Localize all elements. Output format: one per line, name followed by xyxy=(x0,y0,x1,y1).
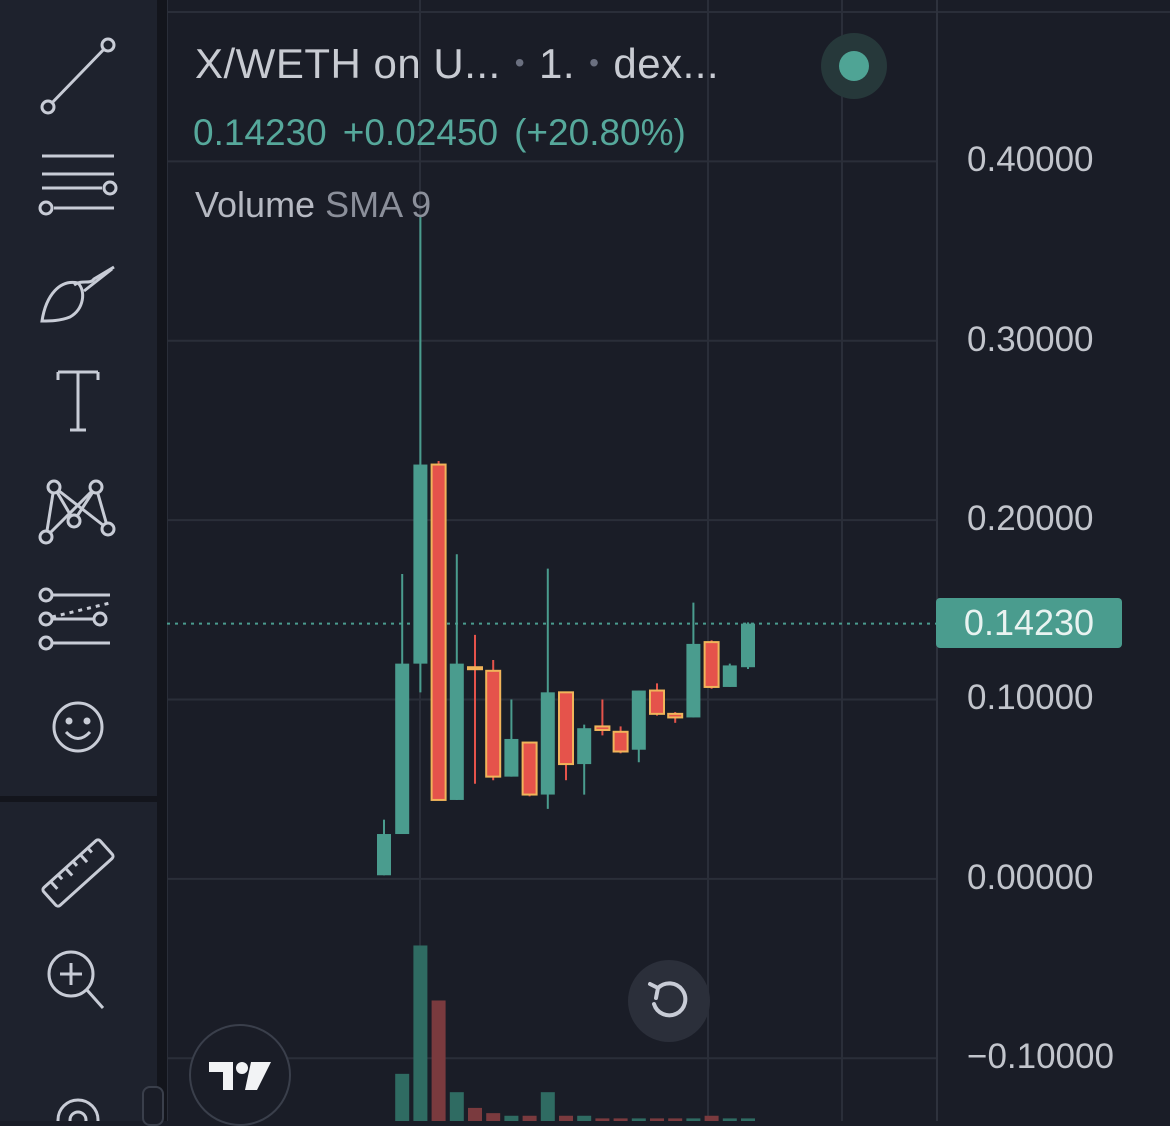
volume-bar xyxy=(431,1000,446,1121)
candle-body xyxy=(631,690,646,750)
volume-bar xyxy=(668,1118,683,1121)
volume-bar xyxy=(650,1118,664,1121)
ruler-tool[interactable] xyxy=(28,828,128,918)
pattern-tool[interactable] xyxy=(28,465,128,555)
volume-bar xyxy=(413,945,428,1121)
candle-body xyxy=(540,692,555,795)
market-status-indicator[interactable] xyxy=(821,33,887,99)
ruler-icon xyxy=(41,838,115,908)
indicator-params: SMA 9 xyxy=(325,184,432,225)
volume-bar xyxy=(522,1115,537,1121)
volume-bar xyxy=(595,1118,610,1121)
candle-body xyxy=(722,665,737,687)
candle-body xyxy=(430,463,447,801)
volume-bar xyxy=(395,1073,410,1121)
trend-line-tool[interactable] xyxy=(28,30,128,120)
price-axis-label: 0.20000 xyxy=(967,499,1094,538)
candle-body xyxy=(667,712,684,719)
price-change-percent: (+20.80%) xyxy=(514,112,686,153)
text-tool[interactable] xyxy=(28,356,128,446)
prediction-tool[interactable] xyxy=(28,575,128,665)
fib-retracement-icon xyxy=(38,154,118,216)
last-price-value: 0.14230 xyxy=(193,112,327,153)
emoji-icon xyxy=(52,701,104,753)
price-axis-label: −0.10000 xyxy=(967,1037,1114,1076)
tradingview-logo[interactable] xyxy=(189,1024,291,1126)
trend-line-icon xyxy=(40,37,116,115)
candle-body xyxy=(521,741,538,796)
pattern-icon xyxy=(38,479,116,545)
brush-icon xyxy=(40,265,115,323)
volume-bar xyxy=(449,1092,464,1121)
status-dot-icon xyxy=(839,51,869,81)
brush-tool[interactable] xyxy=(28,250,128,340)
text-icon xyxy=(56,370,100,432)
price-axis-label: 0.10000 xyxy=(967,678,1094,717)
candle-body xyxy=(703,641,720,688)
candle-body xyxy=(741,623,755,668)
price-axis-label: 0.40000 xyxy=(967,140,1094,179)
volume-bar xyxy=(540,1092,555,1121)
candle-body xyxy=(612,730,629,753)
volume-indicator-legend[interactable]: Volume SMA 9 xyxy=(195,184,431,226)
symbol-legend[interactable]: X/WETH on U... • 1. • dex... xyxy=(195,40,719,88)
volume-bar xyxy=(468,1107,482,1121)
tradingview-logo-icon xyxy=(209,1062,271,1090)
candle-body xyxy=(649,689,665,715)
price-axis-label: 0.30000 xyxy=(967,320,1094,359)
candle-body xyxy=(485,669,502,778)
candle-body xyxy=(449,663,464,800)
volume-bar xyxy=(504,1115,519,1121)
volume-bar xyxy=(559,1115,573,1121)
last-price-tag: 0.14230 xyxy=(936,598,1122,648)
candle-body xyxy=(504,738,519,777)
candle-body xyxy=(395,663,410,835)
zoom-in-icon xyxy=(47,950,105,1009)
candle-body xyxy=(577,728,592,765)
exchange-label: dex... xyxy=(613,40,720,87)
price-legend: 0.14230 +0.02450 (+20.80%) xyxy=(193,112,702,154)
volume-bar xyxy=(722,1118,737,1121)
drawing-toolbar xyxy=(0,0,157,1121)
candle-body xyxy=(413,464,428,664)
magnet-icon xyxy=(56,1098,100,1121)
symbol-name: X/WETH on U... xyxy=(195,40,501,87)
toolbar-separator xyxy=(0,796,157,802)
volume-bar xyxy=(577,1115,592,1121)
fib-retracement-tool[interactable] xyxy=(28,140,128,230)
volume-bar xyxy=(486,1113,501,1121)
candle-body xyxy=(377,834,391,876)
interval-label: 1. xyxy=(539,40,576,87)
volume-bar xyxy=(686,1118,701,1121)
toolbar-collapse-handle[interactable] xyxy=(142,1086,164,1126)
price-axis-label: 0.00000 xyxy=(967,858,1094,897)
price-change-value: +0.02450 xyxy=(342,112,499,153)
reset-icon xyxy=(648,981,688,1018)
volume-bar xyxy=(704,1115,719,1121)
volume-bar xyxy=(613,1118,628,1121)
candle-body xyxy=(558,691,574,766)
indicator-name: Volume xyxy=(195,184,316,225)
candlestick-chart xyxy=(167,0,1170,1121)
emoji-tool[interactable] xyxy=(28,682,128,772)
zoom-in-tool[interactable] xyxy=(28,936,128,1026)
volume-bar xyxy=(741,1118,755,1121)
toolbar-border xyxy=(157,0,167,1121)
reset-chart-button[interactable] xyxy=(628,960,710,1042)
candle-body xyxy=(594,725,611,731)
legend-separator: • xyxy=(589,47,600,78)
chart-pane[interactable]: X/WETH on U... • 1. • dex... 0.14230 +0.02450… xyxy=(167,0,1170,1126)
legend-separator: • xyxy=(514,47,526,78)
volume-bar xyxy=(631,1118,646,1121)
magnet-tool[interactable] xyxy=(28,1080,128,1121)
candle-body xyxy=(467,666,483,671)
candle-body xyxy=(686,643,701,718)
prediction-icon xyxy=(38,587,111,651)
